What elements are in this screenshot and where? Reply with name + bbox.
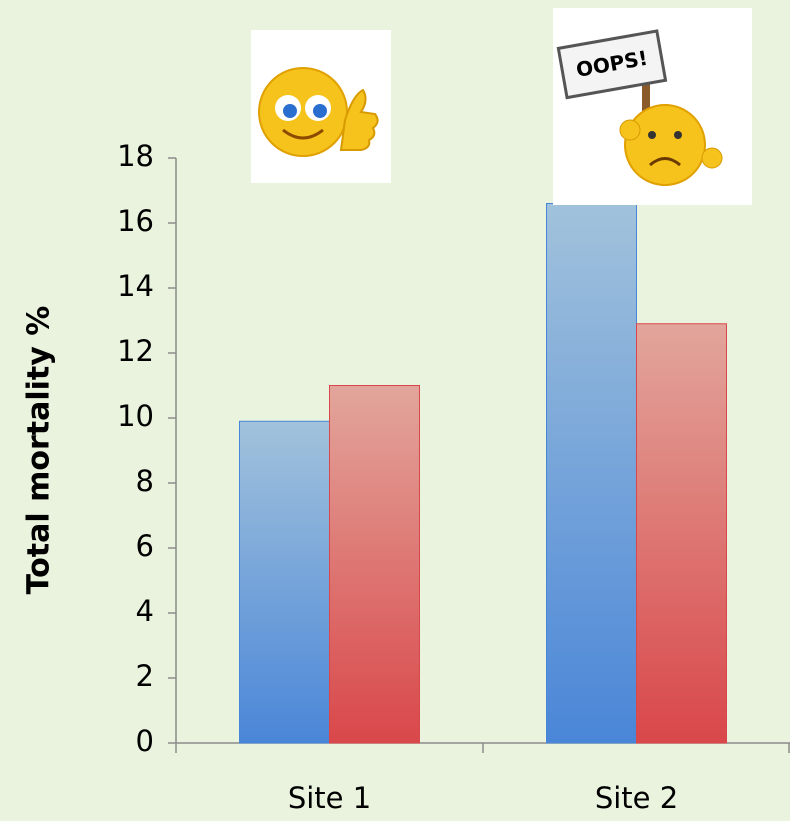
y-tick-label: 14 — [117, 269, 154, 303]
bar — [240, 421, 330, 743]
y-tick-label: 2 — [136, 659, 154, 693]
x-tick-label: Site 2 — [595, 781, 678, 815]
y-tick-label: 12 — [117, 334, 154, 368]
y-tick-label: 0 — [136, 724, 154, 758]
chart: Total mortality % 0 2 4 6 8 10 12 14 16 18 Site 1 S… — [0, 0, 790, 821]
bar — [547, 204, 637, 744]
x-tick-label: Site 1 — [288, 781, 371, 815]
y-tick-label: 8 — [136, 464, 154, 498]
y-axis-label: Total mortality % — [22, 306, 57, 595]
y-tick-label: 10 — [117, 399, 154, 433]
y-tick-label: 4 — [136, 594, 154, 628]
y-tick-label: 6 — [136, 529, 154, 563]
y-tick-label: 18 — [117, 139, 154, 173]
bar — [637, 324, 727, 743]
bar — [330, 386, 420, 744]
y-tick-label: 16 — [117, 204, 154, 238]
page: {"chart_data": {"type": "bar", "y_label"… — [0, 0, 790, 821]
oops-image: OOPS! — [553, 8, 752, 205]
thumbs-up-image — [251, 30, 391, 183]
